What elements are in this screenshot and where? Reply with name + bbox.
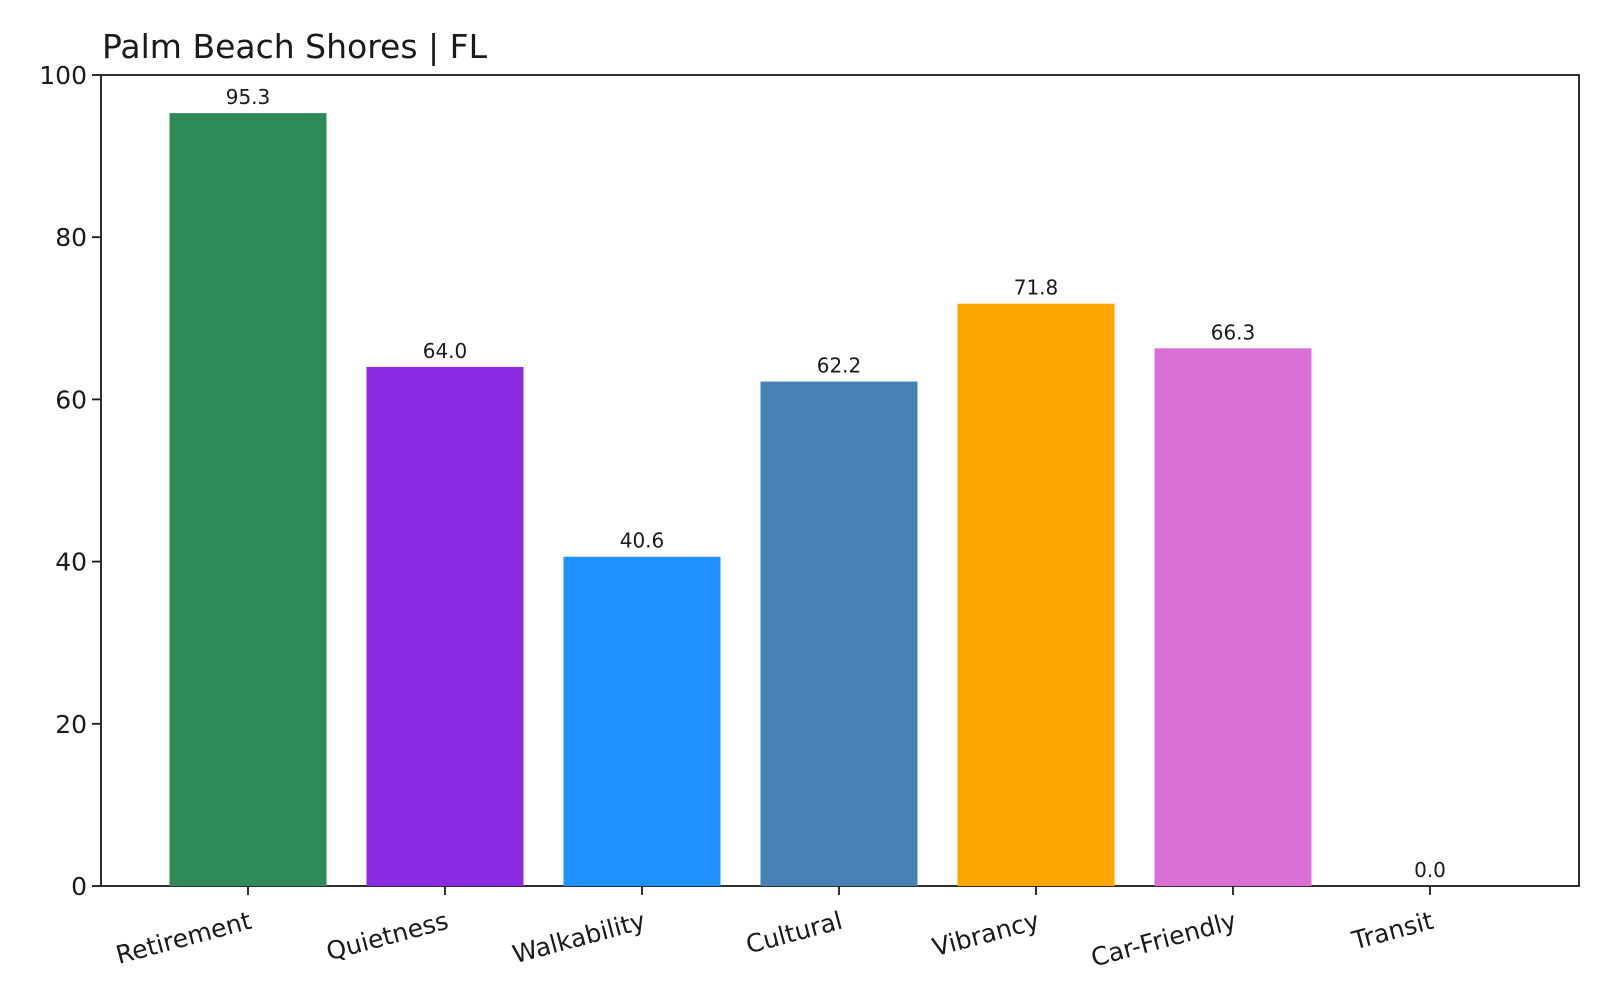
x-tick-label: Vibrancy: [929, 906, 1042, 962]
x-tick-label: Car-Friendly: [1088, 906, 1240, 973]
x-tick-label: Transit: [1348, 906, 1437, 956]
bar-car-friendly: [1154, 348, 1312, 886]
bar-value-label: 62.2: [817, 354, 862, 378]
bar-value-label: 0.0: [1414, 858, 1446, 882]
y-tick-label: 20: [55, 710, 87, 739]
x-tick-label: Walkability: [509, 906, 648, 969]
bars-group: [169, 113, 1312, 887]
bar-value-label: 66.3: [1211, 320, 1256, 344]
y-axis: 0 20 40 60 80 100: [39, 61, 101, 901]
bar-value-label: 40.6: [620, 529, 665, 553]
bar-retirement: [169, 113, 327, 886]
y-tick-label: 60: [55, 385, 87, 414]
bar-walkability: [563, 556, 721, 886]
y-tick-label: 80: [55, 223, 87, 252]
data-labels-group: 95.3 64.0 40.6 62.2 71.8 66.3 0.0: [226, 85, 1446, 882]
bar-cultural: [760, 381, 918, 886]
bar-vibrancy: [957, 303, 1115, 886]
x-tick-label: Cultural: [743, 906, 846, 959]
bar-value-label: 71.8: [1014, 276, 1059, 300]
y-tick-label: 40: [55, 548, 87, 577]
bar-value-label: 95.3: [226, 85, 271, 109]
y-tick-label: 0: [71, 872, 87, 901]
chart-title: Palm Beach Shores | FL: [102, 27, 488, 66]
x-axis: Retirement Quietness Walkability Cultural Vi…: [113, 886, 1437, 972]
bar-quietness: [366, 366, 524, 887]
x-tick-label: Quietness: [323, 906, 451, 966]
bar-value-label: 64.0: [423, 339, 468, 363]
x-tick-label: Retirement: [113, 906, 255, 970]
y-tick-label: 100: [39, 61, 87, 90]
